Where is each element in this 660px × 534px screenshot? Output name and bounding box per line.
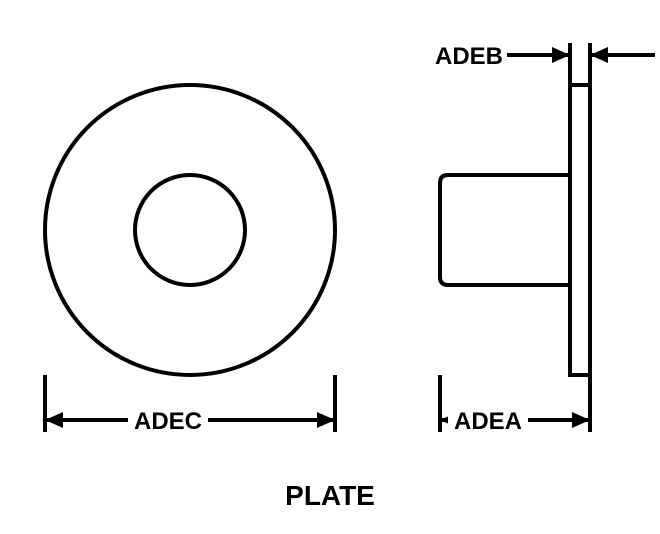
diagram-title: PLATE (285, 480, 375, 512)
label-adea: ADEA (448, 408, 528, 436)
label-adec: ADEC (128, 408, 208, 436)
diagram-svg (0, 0, 660, 529)
label-adeb: ADEB (435, 43, 507, 71)
technical-diagram: ADEB ADEC ADEA PLATE (0, 0, 660, 529)
